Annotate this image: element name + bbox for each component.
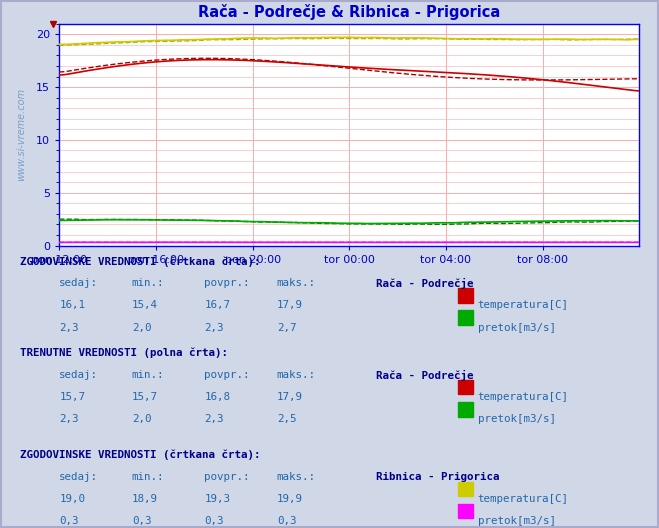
Text: 17,9: 17,9: [277, 300, 302, 310]
Text: temperatura[C]: temperatura[C]: [478, 300, 569, 310]
Text: 19,0: 19,0: [59, 494, 85, 504]
Text: 16,1: 16,1: [59, 300, 85, 310]
Title: Rača - Podrečje & Ribnica - Prigorica: Rača - Podrečje & Ribnica - Prigorica: [198, 4, 500, 20]
Text: Ribnica - Prigorica: Ribnica - Prigorica: [376, 472, 499, 482]
Text: pretok[m3/s]: pretok[m3/s]: [478, 516, 556, 526]
Text: temperatura[C]: temperatura[C]: [478, 494, 569, 504]
Text: 0,3: 0,3: [132, 516, 152, 526]
Text: 17,9: 17,9: [277, 392, 302, 402]
Text: ZGODOVINSKE VREDNOSTI (črtkana črta):: ZGODOVINSKE VREDNOSTI (črtkana črta):: [20, 449, 260, 460]
Text: min.:: min.:: [132, 472, 164, 482]
Text: 15,4: 15,4: [132, 300, 158, 310]
Text: pretok[m3/s]: pretok[m3/s]: [478, 414, 556, 424]
Text: sedaj:: sedaj:: [59, 472, 98, 482]
Text: 16,7: 16,7: [204, 300, 230, 310]
Text: temperatura[C]: temperatura[C]: [478, 392, 569, 402]
Text: 15,7: 15,7: [59, 392, 85, 402]
Text: maks.:: maks.:: [277, 370, 316, 380]
Text: 2,5: 2,5: [277, 414, 297, 424]
Text: maks.:: maks.:: [277, 278, 316, 288]
Text: TRENUTNE VREDNOSTI (polna črta):: TRENUTNE VREDNOSTI (polna črta):: [20, 347, 228, 358]
Text: povpr.:: povpr.:: [204, 278, 250, 288]
Text: 2,0: 2,0: [132, 323, 152, 333]
Text: 0,3: 0,3: [204, 516, 224, 526]
Text: www.si-vreme.com: www.si-vreme.com: [16, 88, 26, 181]
Text: 0,3: 0,3: [59, 516, 79, 526]
Text: 18,9: 18,9: [132, 494, 158, 504]
Text: min.:: min.:: [132, 370, 164, 380]
Text: 19,3: 19,3: [204, 494, 230, 504]
Text: 19,9: 19,9: [277, 494, 302, 504]
Text: sedaj:: sedaj:: [59, 278, 98, 288]
Text: 2,3: 2,3: [204, 414, 224, 424]
Text: sedaj:: sedaj:: [59, 370, 98, 380]
Text: 16,8: 16,8: [204, 392, 230, 402]
Text: maks.:: maks.:: [277, 472, 316, 482]
Text: 2,3: 2,3: [59, 323, 79, 333]
Text: povpr.:: povpr.:: [204, 370, 250, 380]
Text: 2,7: 2,7: [277, 323, 297, 333]
Text: 0,3: 0,3: [277, 516, 297, 526]
Text: ZGODOVINSKE VREDNOSTI (črtkana črta):: ZGODOVINSKE VREDNOSTI (črtkana črta):: [20, 256, 260, 267]
Text: min.:: min.:: [132, 278, 164, 288]
Text: 15,7: 15,7: [132, 392, 158, 402]
Text: pretok[m3/s]: pretok[m3/s]: [478, 323, 556, 333]
Text: Rača - Podrečje: Rača - Podrečje: [376, 370, 473, 381]
Text: 2,3: 2,3: [204, 323, 224, 333]
Text: 2,0: 2,0: [132, 414, 152, 424]
Text: Rača - Podrečje: Rača - Podrečje: [376, 278, 473, 289]
Text: 2,3: 2,3: [59, 414, 79, 424]
Text: povpr.:: povpr.:: [204, 472, 250, 482]
